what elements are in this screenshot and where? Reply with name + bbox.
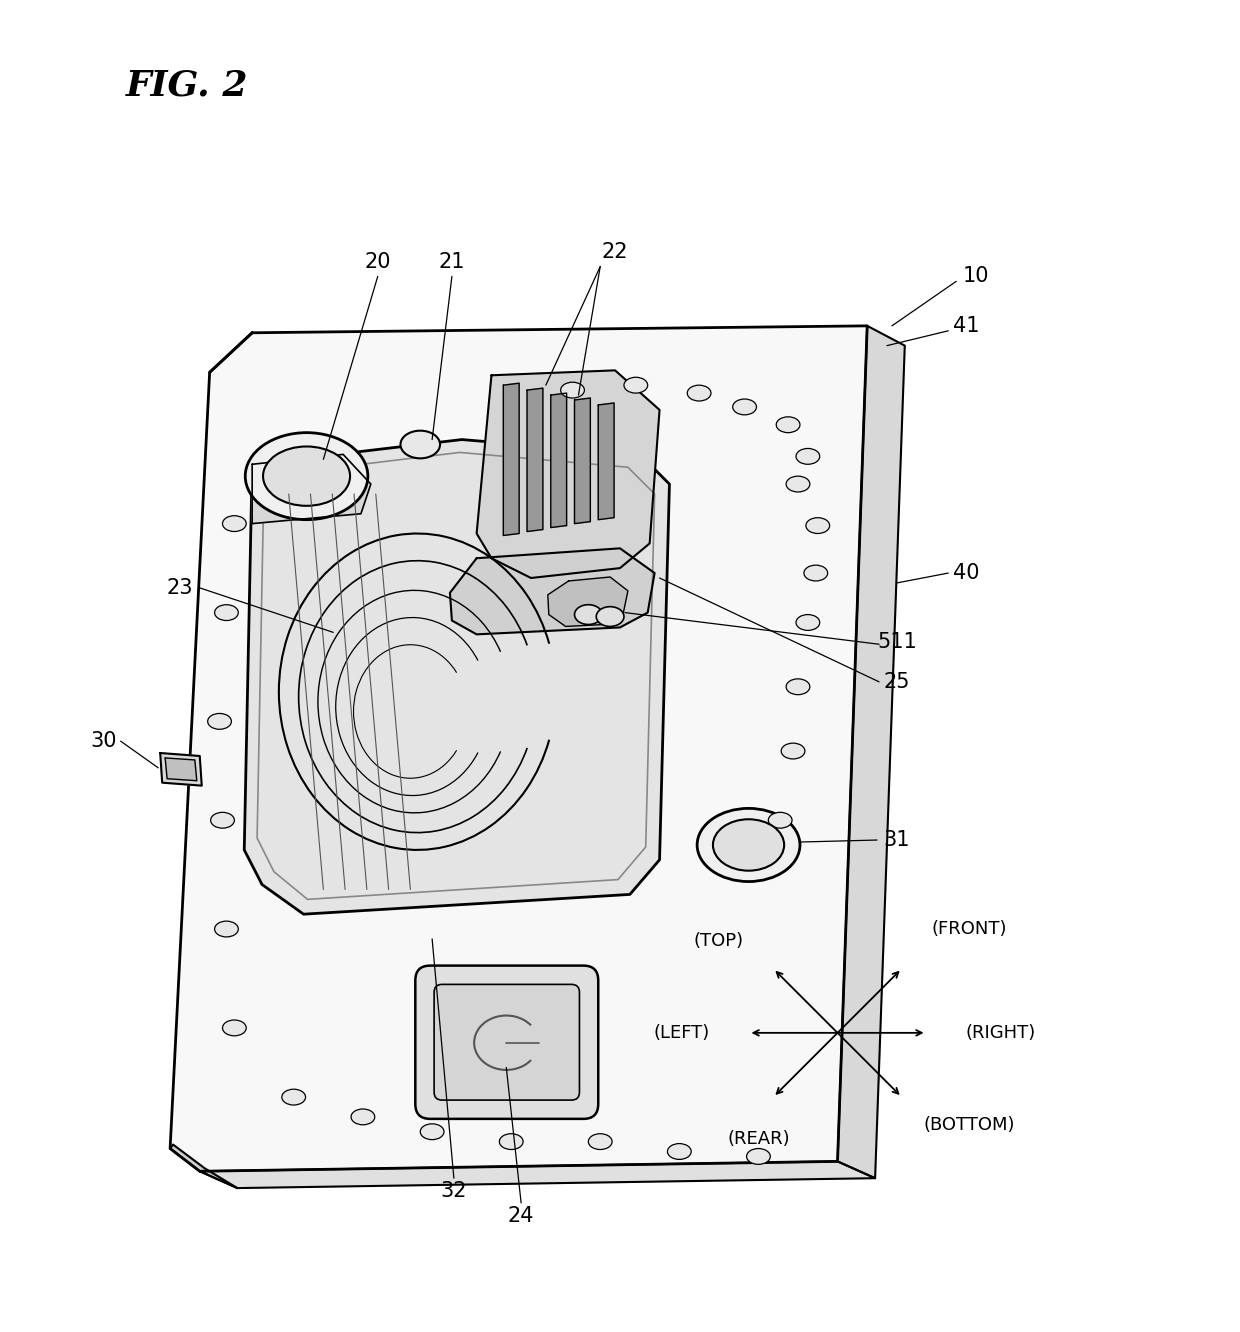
Text: 40: 40 bbox=[952, 563, 980, 583]
Ellipse shape bbox=[786, 679, 810, 695]
Polygon shape bbox=[837, 326, 905, 1179]
Ellipse shape bbox=[281, 1090, 305, 1106]
Text: FIG. 2: FIG. 2 bbox=[125, 69, 248, 103]
Ellipse shape bbox=[222, 515, 247, 531]
Ellipse shape bbox=[667, 1144, 691, 1159]
Text: (RIGHT): (RIGHT) bbox=[966, 1024, 1035, 1042]
Text: 32: 32 bbox=[440, 1181, 467, 1201]
FancyBboxPatch shape bbox=[434, 984, 579, 1100]
Ellipse shape bbox=[215, 922, 238, 936]
Text: (BOTTOM): (BOTTOM) bbox=[924, 1116, 1014, 1134]
Text: 24: 24 bbox=[508, 1205, 534, 1225]
Ellipse shape bbox=[574, 605, 603, 625]
Text: (REAR): (REAR) bbox=[727, 1130, 790, 1148]
Ellipse shape bbox=[222, 1020, 247, 1036]
Text: 41: 41 bbox=[952, 316, 980, 336]
Polygon shape bbox=[598, 404, 614, 519]
Text: 23: 23 bbox=[166, 578, 193, 598]
Ellipse shape bbox=[215, 605, 238, 621]
Ellipse shape bbox=[596, 606, 624, 626]
Ellipse shape bbox=[588, 1134, 613, 1150]
Polygon shape bbox=[574, 398, 590, 523]
Text: 511: 511 bbox=[877, 633, 916, 653]
Text: (LEFT): (LEFT) bbox=[653, 1024, 709, 1042]
FancyBboxPatch shape bbox=[415, 966, 598, 1119]
Text: 25: 25 bbox=[884, 671, 910, 691]
Ellipse shape bbox=[560, 382, 584, 398]
Ellipse shape bbox=[746, 1148, 770, 1164]
Polygon shape bbox=[165, 758, 197, 781]
Polygon shape bbox=[170, 326, 867, 1171]
Ellipse shape bbox=[500, 1134, 523, 1150]
Ellipse shape bbox=[796, 449, 820, 465]
Ellipse shape bbox=[796, 614, 820, 630]
Ellipse shape bbox=[776, 417, 800, 433]
Ellipse shape bbox=[781, 743, 805, 759]
Text: (FRONT): (FRONT) bbox=[931, 920, 1007, 938]
Text: 30: 30 bbox=[91, 731, 117, 751]
Ellipse shape bbox=[207, 714, 232, 730]
Ellipse shape bbox=[804, 565, 827, 581]
Ellipse shape bbox=[420, 1124, 444, 1140]
Text: 10: 10 bbox=[962, 266, 990, 286]
Text: 20: 20 bbox=[365, 252, 391, 272]
Polygon shape bbox=[244, 440, 670, 914]
Text: 22: 22 bbox=[601, 241, 629, 261]
Ellipse shape bbox=[733, 400, 756, 414]
Ellipse shape bbox=[786, 476, 810, 492]
Ellipse shape bbox=[246, 433, 368, 519]
Polygon shape bbox=[551, 393, 567, 527]
Polygon shape bbox=[476, 370, 660, 578]
Polygon shape bbox=[252, 454, 371, 523]
Polygon shape bbox=[503, 384, 520, 535]
Polygon shape bbox=[170, 1144, 237, 1188]
Ellipse shape bbox=[211, 813, 234, 829]
Text: 21: 21 bbox=[439, 252, 465, 272]
Ellipse shape bbox=[624, 377, 647, 393]
Polygon shape bbox=[160, 753, 202, 786]
Ellipse shape bbox=[263, 446, 350, 506]
Ellipse shape bbox=[401, 430, 440, 458]
Ellipse shape bbox=[769, 813, 792, 829]
Ellipse shape bbox=[806, 518, 830, 534]
Ellipse shape bbox=[713, 819, 784, 871]
Polygon shape bbox=[450, 549, 655, 634]
Polygon shape bbox=[200, 1162, 875, 1188]
Ellipse shape bbox=[351, 1110, 374, 1124]
Polygon shape bbox=[548, 577, 627, 626]
Polygon shape bbox=[527, 388, 543, 531]
Ellipse shape bbox=[687, 385, 711, 401]
Text: 31: 31 bbox=[884, 830, 910, 850]
Text: (TOP): (TOP) bbox=[694, 932, 744, 950]
Ellipse shape bbox=[697, 809, 800, 882]
